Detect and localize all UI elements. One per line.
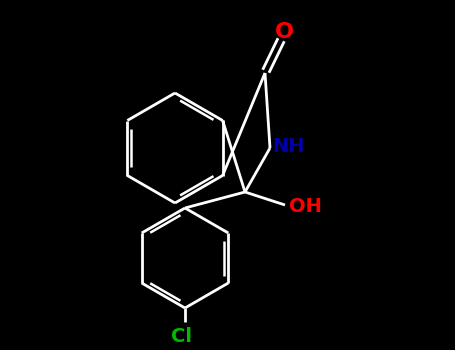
- Text: NH: NH: [272, 136, 304, 155]
- Text: O: O: [274, 22, 293, 42]
- Text: OH: OH: [288, 197, 321, 217]
- Text: Cl: Cl: [172, 328, 192, 346]
